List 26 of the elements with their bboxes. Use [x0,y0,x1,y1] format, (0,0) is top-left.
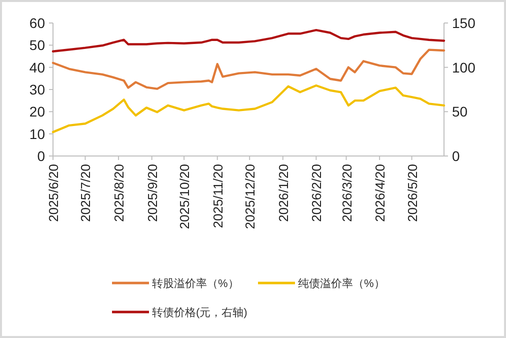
legend-label: 纯债溢价率（%） [298,277,385,290]
x-tick-label: 2025/9/20 [144,164,160,222]
legend-label: 转债价格(元，右轴) [152,306,248,319]
legend-label: 转股溢价率（%） [152,277,239,290]
x-tick-label: 2026/5/20 [404,164,420,222]
y2-tick-label: 0 [452,148,460,164]
y-tick-label: 30 [29,82,46,98]
y2-tick-label: 100 [452,59,476,76]
y-tick-label: 20 [29,104,46,120]
x-tick-label: 2026/2/20 [309,164,324,222]
x-tick-label: 2025/11/20 [210,164,226,228]
x-tick-label: 2025/12/20 [242,164,258,230]
y-tick-label: 60 [29,15,46,31]
x-tick-label: 2026/3/20 [339,164,354,222]
x-tick-label: 2026/4/20 [372,164,388,222]
x-tick-label: 2025/7/20 [78,164,94,222]
x-tick-label: 2025/10/20 [177,164,192,230]
x-tick-label: 2025/8/20 [112,164,127,222]
y-tick-label: 50 [29,37,46,54]
y-tick-label: 10 [29,126,46,142]
x-tick-label: 2025/6/20 [46,164,61,222]
x-tick-label: 2026/1/20 [276,164,291,222]
y2-tick-label: 150 [452,15,476,31]
y2-tick-label: 50 [452,104,468,120]
y-tick-label: 0 [37,148,46,164]
y-tick-label: 40 [29,59,46,76]
